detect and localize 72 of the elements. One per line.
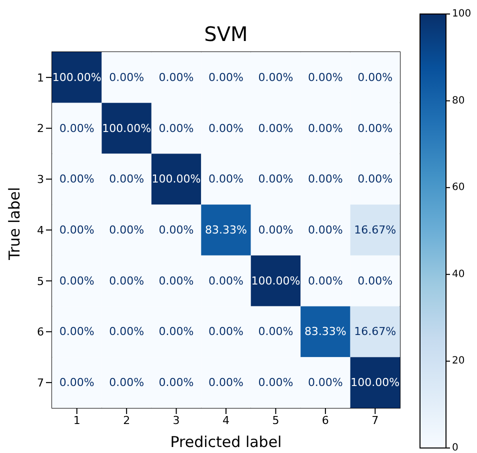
x-axis-title: Predicted label bbox=[170, 433, 282, 451]
data-label: 83.33% bbox=[304, 325, 346, 338]
y-axis-title: True label bbox=[5, 187, 24, 261]
color-bar-label: 80 bbox=[452, 95, 465, 106]
y-tick-label: 7 bbox=[37, 376, 44, 390]
data-label: 16.67% bbox=[354, 325, 396, 338]
y-tick-label: 1 bbox=[37, 71, 44, 84]
color-bar-label: 40 bbox=[452, 268, 465, 280]
color-bar-label: 20 bbox=[452, 356, 465, 367]
chart-title: SVM bbox=[203, 22, 249, 46]
color-bar-label: 0 bbox=[452, 442, 458, 453]
data-label: 0.00% bbox=[109, 274, 144, 288]
data-label: 0.00% bbox=[158, 325, 194, 338]
color-bar-label: 100 bbox=[452, 8, 472, 20]
x-tick-label: 4 bbox=[222, 414, 230, 427]
data-label: 0.00% bbox=[258, 172, 294, 186]
data-label: 0.00% bbox=[109, 70, 144, 84]
data-label: 0.00% bbox=[109, 224, 144, 236]
data-label: 0.00% bbox=[308, 122, 343, 135]
y-tick-label: 6 bbox=[37, 326, 44, 339]
data-label: 100.00% bbox=[152, 172, 201, 186]
data-label: 0.00% bbox=[308, 172, 343, 186]
color-bar-label: 60 bbox=[452, 182, 465, 194]
data-label: 0.00% bbox=[158, 224, 194, 236]
x-tick-label: 6 bbox=[322, 414, 329, 427]
data-label: 0.00% bbox=[308, 376, 343, 390]
data-label: 0.00% bbox=[208, 122, 244, 135]
data-label: 0.00% bbox=[208, 172, 244, 186]
data-label: 0.00% bbox=[158, 376, 194, 390]
y-tick-label: 3 bbox=[37, 173, 44, 186]
data-label: 100.00% bbox=[350, 376, 400, 390]
x-tick-label: 5 bbox=[272, 414, 280, 427]
data-label: 0.00% bbox=[358, 172, 393, 186]
data-label: 0.00% bbox=[208, 70, 244, 84]
data-label: 0.00% bbox=[109, 376, 144, 390]
data-label: 0.00% bbox=[308, 70, 343, 84]
x-tick-label: 3 bbox=[172, 414, 180, 427]
data-label: 0.00% bbox=[308, 274, 343, 288]
data-label: 0.00% bbox=[258, 376, 294, 390]
data-label: 100.00% bbox=[52, 70, 102, 84]
y-tick-label: 2 bbox=[37, 122, 44, 136]
data-label: 0.00% bbox=[358, 122, 393, 135]
x-tick-label: 7 bbox=[372, 414, 379, 427]
data-label: 0.00% bbox=[358, 274, 393, 288]
data-label: 0.00% bbox=[208, 325, 244, 338]
data-label: 0.00% bbox=[208, 274, 244, 288]
data-label: 0.00% bbox=[308, 224, 343, 236]
data-label: 0.00% bbox=[59, 274, 94, 288]
data-label: 0.00% bbox=[158, 70, 194, 84]
data-label: 0.00% bbox=[258, 224, 294, 236]
data-label: 0.00% bbox=[258, 70, 294, 84]
data-label: 0.00% bbox=[258, 122, 294, 135]
data-label: 0.00% bbox=[208, 376, 244, 390]
data-label: 16.67% bbox=[354, 224, 396, 236]
data-label: 0.00% bbox=[59, 172, 94, 186]
data-label: 0.00% bbox=[59, 325, 94, 338]
data-label: 0.00% bbox=[258, 325, 294, 338]
data-label: 83.33% bbox=[205, 224, 247, 236]
data-label: 100.00% bbox=[102, 122, 152, 135]
data-label: 100.00% bbox=[251, 274, 300, 288]
data-label: 0.00% bbox=[109, 172, 144, 186]
y-tick-label: 5 bbox=[37, 274, 44, 288]
data-label: 0.00% bbox=[158, 122, 194, 135]
data-label: 0.00% bbox=[59, 376, 94, 390]
y-tick-label: 4 bbox=[37, 224, 44, 237]
data-label: 0.00% bbox=[358, 70, 393, 84]
data-label: 0.00% bbox=[59, 224, 94, 236]
data-label: 0.00% bbox=[59, 122, 94, 135]
x-tick-label: 2 bbox=[123, 414, 130, 427]
data-label: 0.00% bbox=[109, 325, 144, 338]
x-tick-label: 1 bbox=[73, 414, 80, 427]
data-label: 0.00% bbox=[158, 274, 194, 288]
